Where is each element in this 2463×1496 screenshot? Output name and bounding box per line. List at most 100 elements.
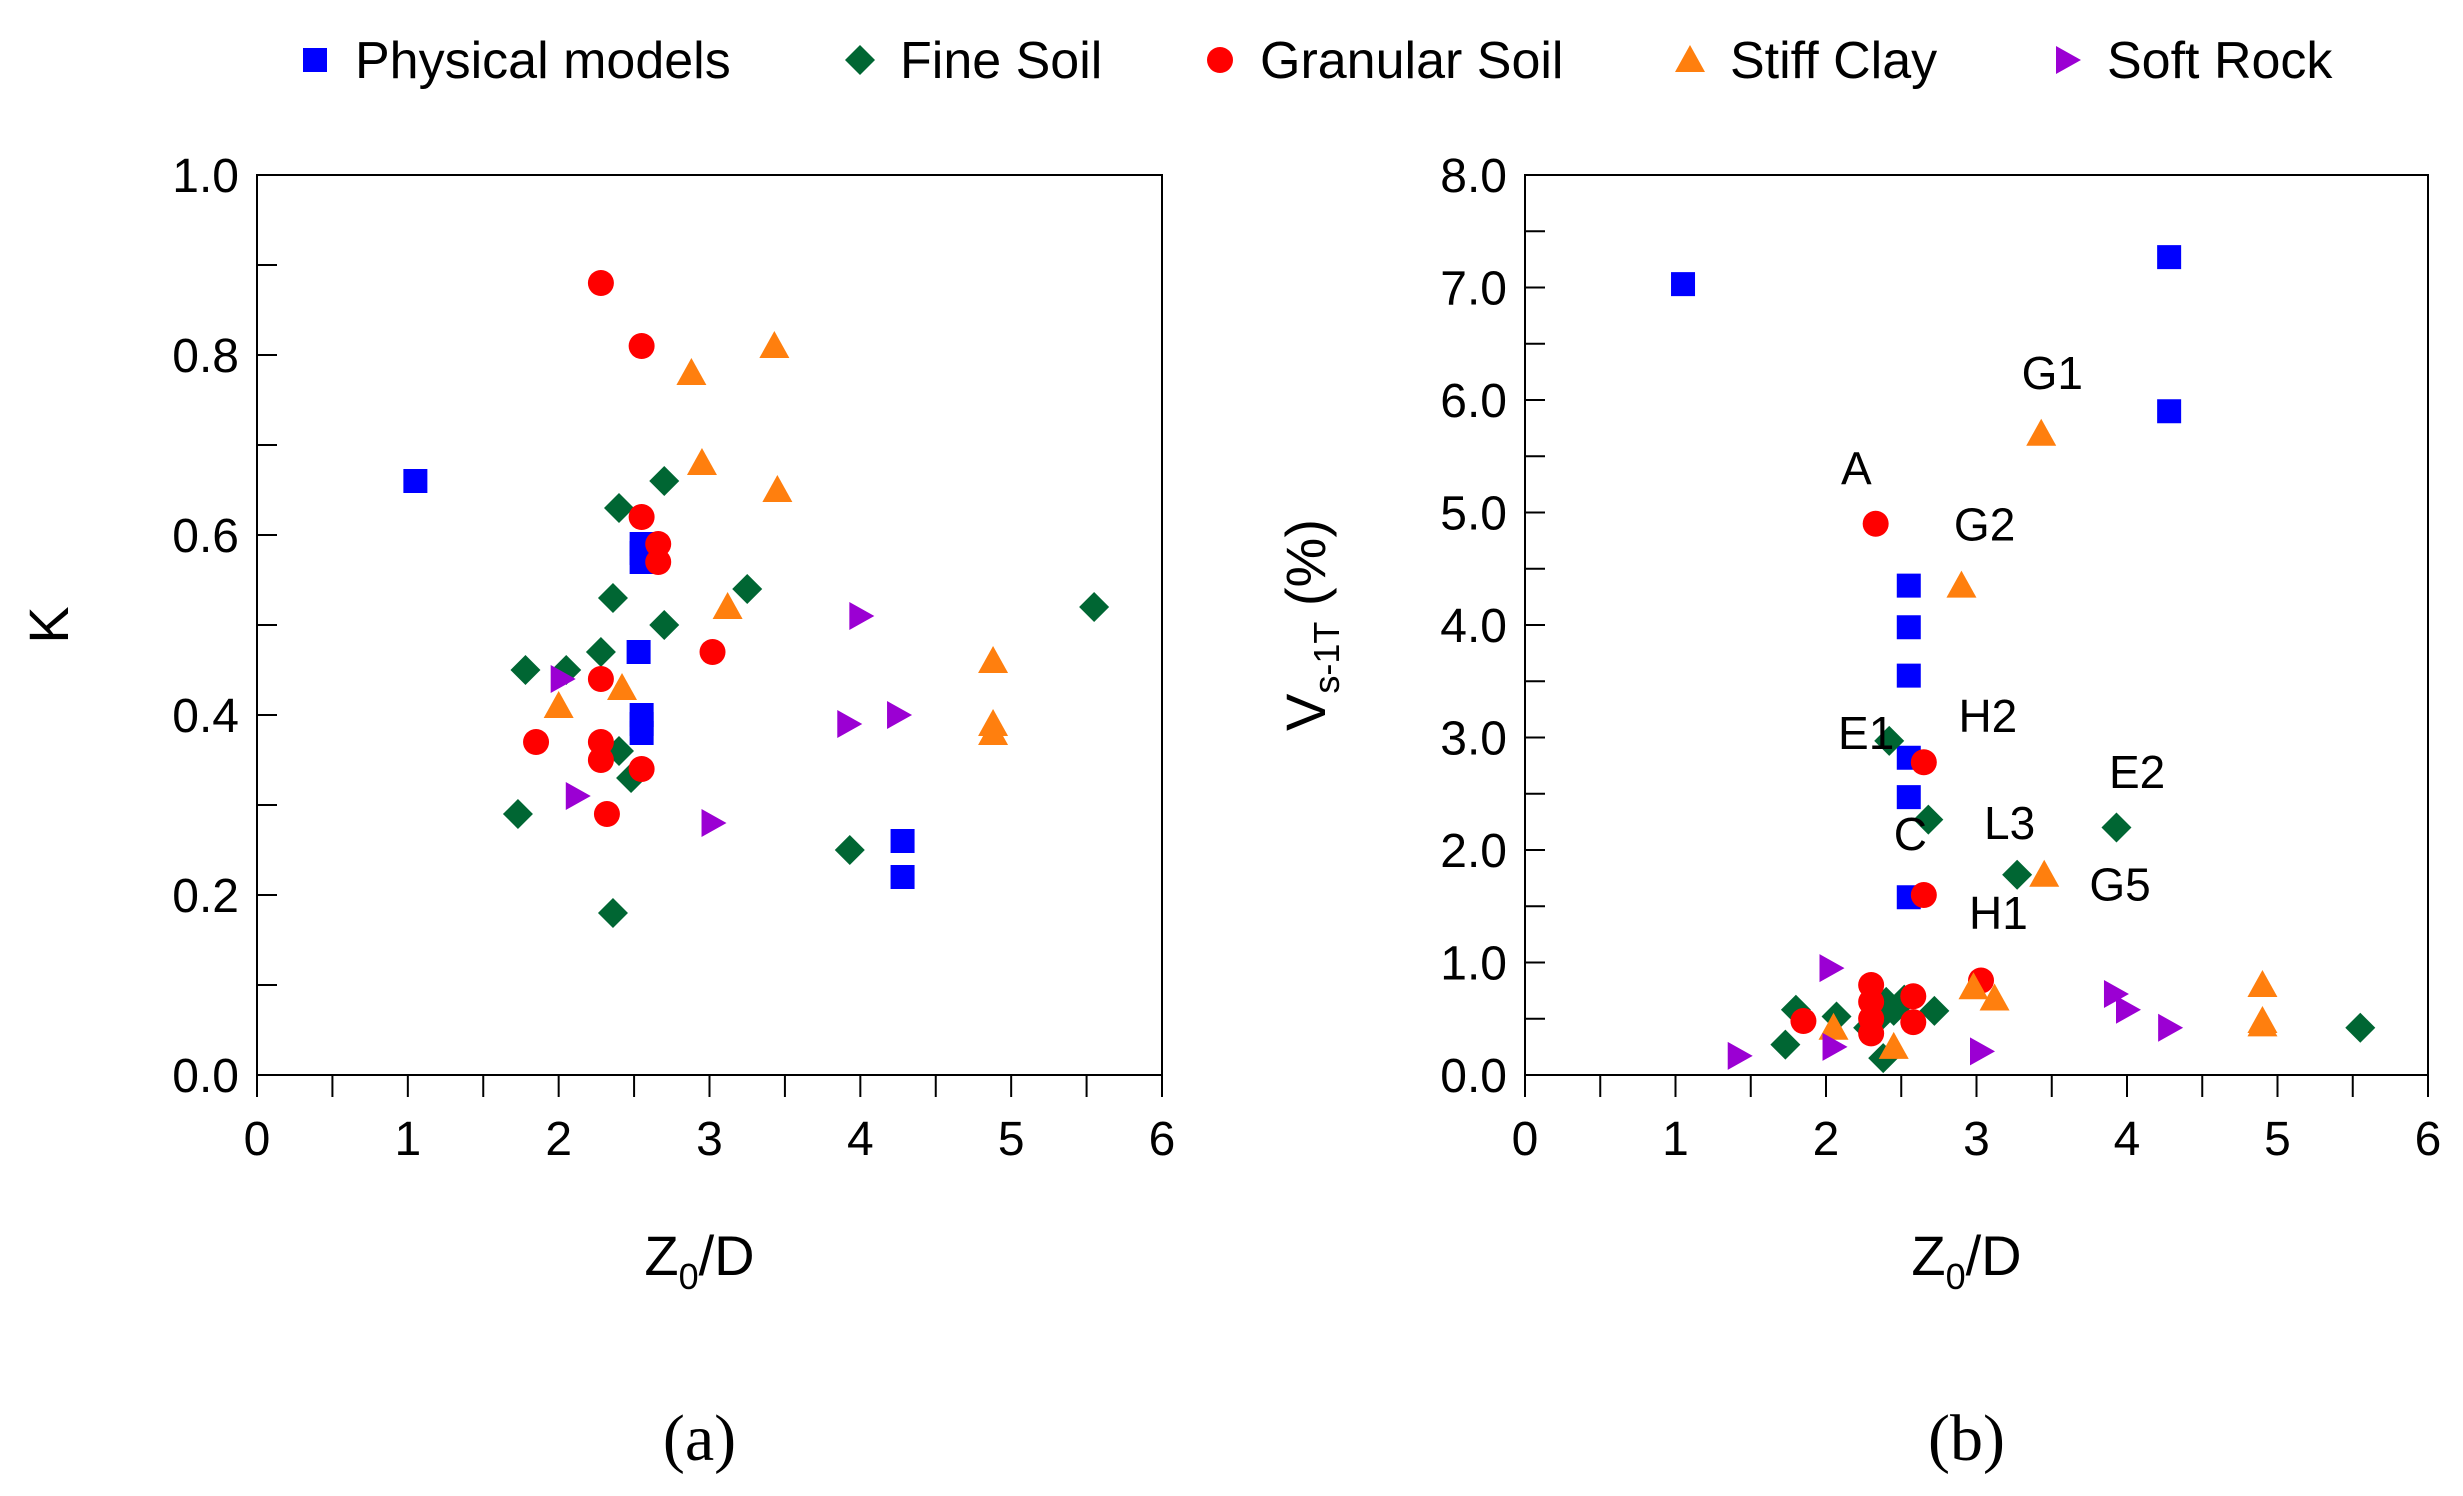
data-point: [502, 799, 533, 829]
data-point: [1079, 592, 1110, 622]
data-point: [1862, 510, 1889, 537]
data-point: [1900, 983, 1927, 1010]
legend-label: Stiff Clay: [1730, 32, 1937, 90]
data-point: [732, 574, 763, 604]
data-point: [628, 333, 655, 359]
data-point: [2345, 1012, 2376, 1043]
annotation-label: G5: [2089, 859, 2150, 911]
y-tick-label: 0.0: [1440, 1050, 1507, 1103]
data-point: [849, 602, 875, 630]
data-point: [759, 331, 790, 358]
series-stiff-clay: [1818, 418, 2278, 1059]
data-point: [2157, 399, 2182, 424]
data-point: [1913, 804, 1944, 835]
data-point: [1900, 1009, 1927, 1036]
data-point: [837, 710, 863, 738]
annotation-label: G1: [2022, 347, 2083, 399]
x-tick-label: 4: [847, 1113, 874, 1166]
data-point: [1970, 1037, 1996, 1066]
data-point: [403, 469, 428, 493]
data-point: [649, 610, 680, 640]
data-point: [2158, 1013, 2184, 1042]
legend-label: Physical models: [355, 32, 731, 90]
data-point: [645, 549, 672, 575]
data-point: [597, 898, 628, 928]
data-point: [1818, 1012, 1849, 1040]
x-axis-label-main: Z: [1911, 1224, 1945, 1287]
plot-frame: [256, 174, 1163, 1076]
legend-marker-soft-rock: [2056, 46, 2081, 74]
data-point: [887, 701, 913, 729]
annotation-label: H1: [1969, 887, 2028, 939]
data-point: [2026, 418, 2057, 446]
y-axis-label-main: V: [1274, 693, 1337, 731]
series-soft-rock: [550, 602, 913, 837]
data-point: [762, 475, 793, 502]
data-point: [834, 835, 865, 865]
legend-marker-granular-soil: [1207, 47, 1233, 73]
annotation-label: C: [1894, 808, 1927, 860]
panel-b: 0 1 2 3 4 5 60.01.02.03.04.05.06.07.08.0Z0/DVs…: [1274, 150, 2441, 1475]
annotation-label: E2: [2109, 746, 2165, 798]
y-axis-label: K: [17, 606, 80, 643]
data-point: [1896, 573, 1921, 598]
series-granular-soil: [523, 270, 726, 827]
y-tick-label: 6.0: [1440, 375, 1507, 428]
panel-label: (b): [1928, 1402, 2005, 1475]
data-point: [1874, 725, 1905, 756]
y-tick-label: 0.8: [172, 330, 239, 383]
data-point: [629, 721, 654, 745]
data-point: [1919, 995, 1950, 1026]
x-tick-label: 1: [394, 1113, 421, 1166]
data-point: [628, 756, 655, 782]
data-point: [701, 809, 727, 837]
data-point: [543, 691, 574, 718]
annotation-label: H2: [1958, 690, 2017, 742]
y-tick-label: 4.0: [1440, 600, 1507, 653]
data-point: [978, 646, 1009, 673]
x-axis-label-main: Z: [644, 1224, 678, 1287]
x-tick-label: 1: [1662, 1113, 1689, 1166]
x-axis-label-tail: /D: [699, 1224, 755, 1287]
data-point: [607, 673, 638, 700]
data-point: [2029, 859, 2060, 887]
series-physical-models: [403, 469, 915, 889]
data-point: [1896, 663, 1921, 688]
x-tick-label: 5: [998, 1113, 1025, 1166]
x-axis-label-subscript: 0: [679, 1256, 699, 1297]
legend-item-soft-rock: Soft Rock: [2056, 32, 2333, 90]
x-axis-label-tail: /D: [1966, 1224, 2022, 1287]
y-tick-label: 0.4: [172, 690, 239, 743]
data-point: [1878, 1031, 1909, 1059]
series-stiff-clay: [543, 331, 1009, 745]
x-axis-label: Z0/D: [644, 1224, 754, 1297]
series-physical-models: [1671, 245, 2182, 910]
data-point: [597, 583, 628, 613]
legend: Physical models Fine Soil Granular Soil Sti…: [303, 32, 2333, 90]
y-tick-label: 0.2: [172, 870, 239, 923]
legend-item-stiff-clay: Stiff Clay: [1675, 32, 1937, 90]
x-tick-label: 0: [244, 1113, 271, 1166]
data-point: [686, 448, 717, 475]
legend-label: Granular Soil: [1260, 32, 1563, 90]
legend-item-fine-soil: Fine Soil: [845, 32, 1102, 90]
series-granular-soil: [1790, 510, 1995, 1047]
data-point: [1770, 1029, 1801, 1060]
annotation-label: L3: [1984, 797, 2035, 849]
x-tick-label: 3: [1963, 1113, 1990, 1166]
x-tick-label: 4: [2114, 1113, 2141, 1166]
data-point: [712, 592, 743, 619]
legend-marker-physical-models: [303, 48, 327, 72]
legend-item-granular-soil: Granular Soil: [1207, 32, 1563, 90]
legend-item-physical-models: Physical models: [303, 32, 731, 90]
series-fine-soil: [502, 466, 1110, 928]
y-tick-label: 1.0: [1440, 938, 1507, 991]
y-tick-label: 0.0: [172, 1050, 239, 1103]
x-axis-label-subscript: 0: [1946, 1256, 1966, 1297]
series-soft-rock: [1727, 954, 2184, 1070]
data-point: [587, 747, 614, 773]
data-point: [1858, 1020, 1885, 1047]
y-axis-label-tail: (%): [1274, 519, 1337, 622]
data-point: [2116, 995, 2141, 1024]
